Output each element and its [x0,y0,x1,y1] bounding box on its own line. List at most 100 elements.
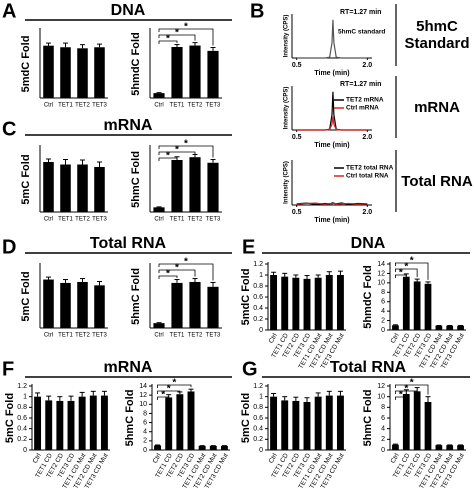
series-line [296,202,368,205]
panel-heading: mRNA [104,359,153,376]
bar [189,281,201,328]
significance-bracket [395,268,418,278]
x-axis-label: Time (min) [314,217,349,224]
significance-bracket [158,151,196,155]
significance-bracket [158,34,196,41]
y-tick-label: 0.8 [17,404,27,411]
panel-letter: C [2,118,16,140]
bar [435,445,443,450]
x-tick-label: 0.5 [292,62,302,69]
y-axis-label: 5mdC Fold [240,269,252,326]
bar [94,167,105,212]
significance-label: * [166,269,170,280]
y-axis-label: 5hmdC Fold [130,32,142,96]
bar [171,282,183,328]
bar [270,275,278,330]
bar [270,396,278,450]
y-tick-label: 12 [139,392,147,399]
y-tick-label: 8 [143,410,147,417]
significance-bracket [158,145,214,158]
y-tick-label: 4 [143,429,147,436]
x-tick-label: Ctrl [268,452,279,465]
bar [209,445,217,450]
x-tick-label: TET2 [188,333,203,339]
bar [303,278,311,330]
bar [67,400,75,450]
significance-label: * [410,378,414,389]
y-axis-label: 5mC Fold [240,393,252,443]
x-tick-label: TET2 [75,217,90,223]
y-tick-label: 6 [381,299,385,306]
x-tick-label: TET1 [170,333,185,339]
y-axis-label: 5mdC Fold [20,36,32,93]
bar [314,396,322,450]
x-tick-label: TET2 [188,217,203,223]
x-tick-label: Ctrl [44,217,53,223]
significance-label: * [399,268,403,279]
panel-letter: G [242,358,258,380]
x-tick-label: Ctrl [268,332,279,345]
y-tick-label: 0.8 [253,404,263,411]
y-tick-label: 0 [143,447,147,454]
significance-label: * [410,256,414,267]
significance-bracket [157,384,192,388]
bar [176,394,184,450]
panel-heading: Total RNA [330,359,407,376]
bar [34,396,42,450]
bar [220,445,228,450]
y-tick-label: 0.4 [253,426,263,433]
y-tick-label: 14 [139,383,147,390]
bar [392,325,399,330]
bar [78,396,86,450]
x-tick-label: TET3 [206,103,221,109]
y-tick-label: 1.2 [253,383,263,390]
bar [56,400,64,450]
y-tick-label: 10 [139,401,147,408]
panel-heading: mRNA [104,117,153,134]
bar [281,276,289,330]
y-tick-label: 0 [259,447,263,454]
significance-bracket [158,269,196,277]
panel-letter: D [2,236,16,258]
bar [392,444,399,450]
bar [189,157,201,212]
y-axis-label: Intensity (CPS) [284,15,290,58]
bar [402,276,410,330]
x-tick-label: Ctrl [32,452,43,465]
y-tick-label: 0.4 [17,426,27,433]
y-tick-label: 1 [259,394,263,401]
bar [100,395,108,450]
x-axis-label: Time (min) [314,142,349,149]
y-tick-label: 10 [377,280,385,287]
x-tick-label: 2.0 [362,62,372,69]
significance-label: * [175,263,179,274]
significance-label: * [404,384,408,395]
series-line [296,116,368,131]
significance-label: * [184,139,188,150]
x-tick-label: Ctrl [44,103,53,109]
x-tick-label: TET3 [92,103,107,109]
legend-label: TET2 mRNA [346,97,384,104]
bar [336,275,344,330]
y-tick-label: 6 [143,419,147,426]
y-axis-label: 5hmC Fold [130,268,142,325]
y-tick-label: 0.2 [17,436,27,443]
bar [187,391,195,450]
y-tick-label: 8 [381,289,385,296]
x-tick-label: 0.5 [292,134,302,141]
x-tick-label: TET1 [58,217,73,223]
bar [153,323,165,328]
x-tick-label: 0.5 [292,209,302,216]
bar [171,160,183,212]
y-tick-label: 0.2 [253,316,263,323]
significance-bracket [157,396,170,400]
y-tick-label: 1 [23,394,27,401]
y-tick-label: 2 [381,317,385,324]
significance-label: * [161,390,165,401]
significance-bracket [395,396,407,400]
significance-bracket [158,28,214,46]
y-tick-label: 12 [377,383,385,390]
y-tick-label: 0.6 [253,294,263,301]
panel-heading: Total RNA [90,235,167,252]
